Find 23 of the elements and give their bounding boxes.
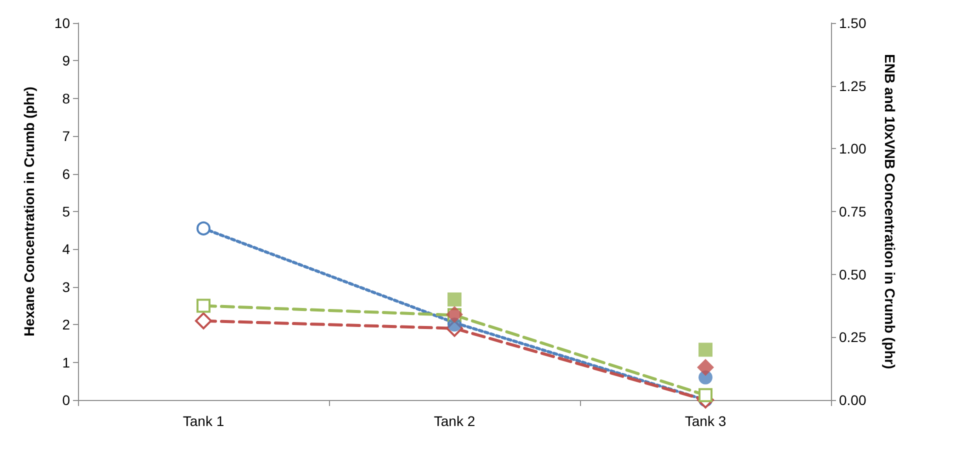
y2-tick-label: 0.50	[839, 266, 866, 282]
y-tick-label: 8	[62, 90, 70, 106]
y-tick-label: 10	[54, 15, 70, 31]
y-tick-label: 6	[62, 166, 70, 182]
y2-tick-label: 1.25	[839, 78, 866, 94]
x-tick-label: Tank 1	[182, 413, 224, 429]
y2-tick-label: 0.00	[839, 392, 866, 408]
y-tick-label: 0	[62, 392, 70, 408]
y-tick-label: 9	[62, 52, 70, 69]
y-tick-label: 2	[62, 316, 70, 333]
y2-axis-title: ENB and 10xVNB Concentration in Crumb (phr)	[882, 54, 898, 370]
x-tick-label: Tank 3	[684, 413, 726, 429]
y2-tick-label: 1.00	[839, 140, 866, 157]
y-tick-label: 3	[62, 278, 70, 295]
y-tick-label: 4	[62, 241, 70, 258]
y2-tick-label: 1.50	[839, 15, 866, 31]
y2-tick-label: 0.25	[839, 329, 866, 346]
y-tick-label: 1	[62, 354, 70, 370]
y-axis-title: Hexane Concentration in Crumb (phr)	[21, 86, 37, 336]
y-tick-label: 5	[62, 204, 70, 220]
y2-tick-label: 0.75	[839, 204, 866, 220]
y-tick-label: 7	[62, 128, 70, 144]
x-tick-label: Tank 2	[434, 413, 476, 429]
